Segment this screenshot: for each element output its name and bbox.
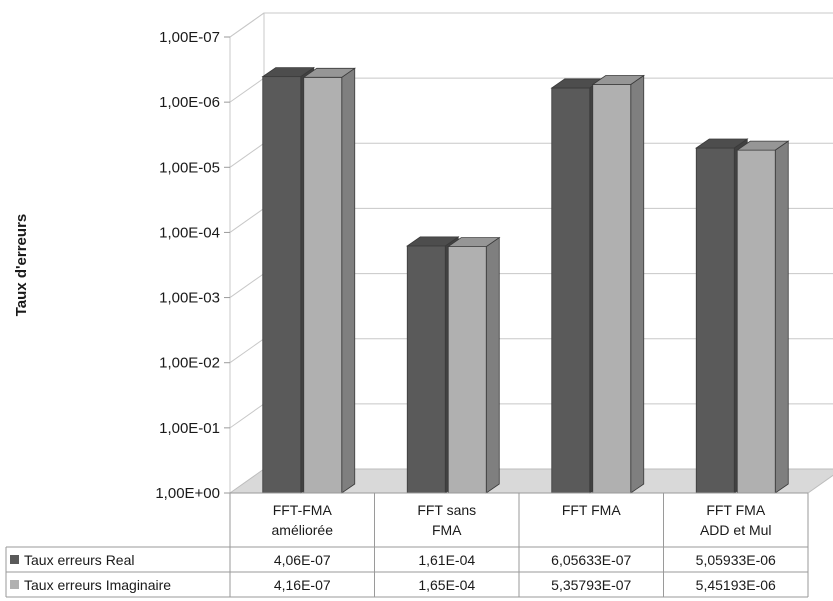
bars bbox=[261, 66, 790, 494]
y-tick-label: 1,00E-01 bbox=[159, 420, 220, 437]
bar-top bbox=[302, 67, 357, 78]
bar-front bbox=[406, 245, 446, 494]
legend-entry: Taux erreurs Imaginaire bbox=[24, 577, 171, 593]
bar-side bbox=[485, 236, 500, 494]
y-axis-label: Taux d'erreurs bbox=[13, 214, 30, 317]
category-label: FFT-FMA bbox=[273, 502, 333, 518]
bar-top bbox=[261, 67, 316, 78]
bar-top bbox=[694, 138, 749, 149]
category-label: FFT FMA bbox=[706, 502, 766, 518]
bar-side bbox=[630, 74, 645, 494]
data-table: FFT-FMA améliorée FFT sans FMA FFT FMA FFT FM… bbox=[5, 492, 809, 598]
data-label: 5,45193E-06 bbox=[696, 577, 776, 593]
data-label: 5,35793E-07 bbox=[551, 577, 631, 593]
data-label: 5,05933E-06 bbox=[696, 552, 776, 568]
y-tick-label: 1,00E-07 bbox=[159, 29, 220, 46]
y-tick-label: 1,00E-04 bbox=[159, 224, 220, 241]
category-label: ADD et Mul bbox=[700, 522, 772, 538]
bar-front bbox=[447, 246, 487, 494]
bar-side bbox=[341, 67, 356, 494]
back-wall-top bbox=[229, 12, 833, 38]
bar-top bbox=[591, 75, 646, 85]
bar-top bbox=[405, 236, 460, 247]
category-label: FFT sans bbox=[417, 502, 476, 518]
bar-top bbox=[446, 237, 501, 247]
bar-front bbox=[695, 147, 735, 494]
y-tick-label: 1,00E+00 bbox=[155, 485, 220, 502]
legend-swatch bbox=[10, 555, 19, 564]
data-label: 1,65E-04 bbox=[418, 577, 475, 593]
bar-top bbox=[735, 140, 790, 151]
y-axis-ticks: 1,00E-07 1,00E-06 1,00E-05 1,00E-04 1,00E-03… bbox=[155, 29, 220, 502]
y-tick-label: 1,00E-03 bbox=[159, 290, 220, 307]
legend-swatch bbox=[10, 580, 19, 589]
category-label: FMA bbox=[432, 522, 462, 538]
legend-entry: Taux erreurs Real bbox=[24, 552, 135, 568]
category-label: FFT FMA bbox=[562, 502, 622, 518]
data-label: 4,06E-07 bbox=[274, 552, 331, 568]
bar-front bbox=[592, 84, 632, 494]
bar-imaginaire bbox=[735, 140, 790, 494]
data-label: 1,61E-04 bbox=[418, 552, 475, 568]
data-label: 4,16E-07 bbox=[274, 577, 331, 593]
bar-front bbox=[551, 87, 591, 494]
bar-side bbox=[774, 140, 789, 494]
y-tick-label: 1,00E-06 bbox=[159, 94, 220, 111]
bar-imaginaire bbox=[446, 236, 501, 494]
category-label: améliorée bbox=[272, 522, 334, 538]
bar-front bbox=[303, 76, 343, 494]
bar-imaginaire bbox=[302, 67, 357, 494]
data-label: 6,05633E-07 bbox=[551, 552, 631, 568]
bar-imaginaire bbox=[591, 74, 646, 494]
gridline bbox=[229, 12, 833, 38]
bar-front bbox=[736, 149, 776, 494]
bar-front bbox=[262, 76, 302, 494]
y-tick-label: 1,00E-02 bbox=[159, 355, 220, 372]
y-tick-label: 1,00E-05 bbox=[159, 159, 220, 176]
